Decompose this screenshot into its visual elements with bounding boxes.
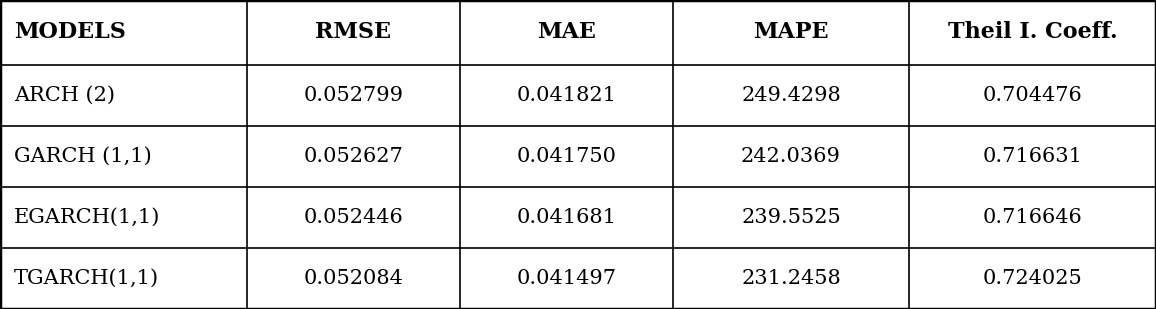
- Text: 0.052627: 0.052627: [304, 147, 403, 166]
- Text: 231.2458: 231.2458: [741, 269, 840, 288]
- Text: MODELS: MODELS: [14, 21, 126, 44]
- Text: ARCH (2): ARCH (2): [14, 86, 114, 105]
- Text: MAPE: MAPE: [754, 21, 829, 44]
- Text: 239.5525: 239.5525: [741, 208, 840, 227]
- Text: 0.716631: 0.716631: [983, 147, 1082, 166]
- Text: GARCH (1,1): GARCH (1,1): [14, 147, 151, 166]
- Text: 0.052446: 0.052446: [304, 208, 403, 227]
- Text: 0.052084: 0.052084: [304, 269, 403, 288]
- Text: MAE: MAE: [538, 21, 596, 44]
- Text: Theil I. Coeff.: Theil I. Coeff.: [948, 21, 1118, 44]
- Text: 0.724025: 0.724025: [983, 269, 1082, 288]
- Text: EGARCH(1,1): EGARCH(1,1): [14, 208, 161, 227]
- Text: 0.041750: 0.041750: [517, 147, 616, 166]
- Text: 0.704476: 0.704476: [983, 86, 1082, 105]
- Text: TGARCH(1,1): TGARCH(1,1): [14, 269, 160, 288]
- Text: 0.052799: 0.052799: [304, 86, 403, 105]
- Text: 242.0369: 242.0369: [741, 147, 840, 166]
- Text: 249.4298: 249.4298: [741, 86, 840, 105]
- Text: 0.041681: 0.041681: [517, 208, 616, 227]
- Text: 0.041821: 0.041821: [517, 86, 616, 105]
- Text: 0.041497: 0.041497: [517, 269, 616, 288]
- Text: RMSE: RMSE: [316, 21, 392, 44]
- Text: 0.716646: 0.716646: [983, 208, 1082, 227]
